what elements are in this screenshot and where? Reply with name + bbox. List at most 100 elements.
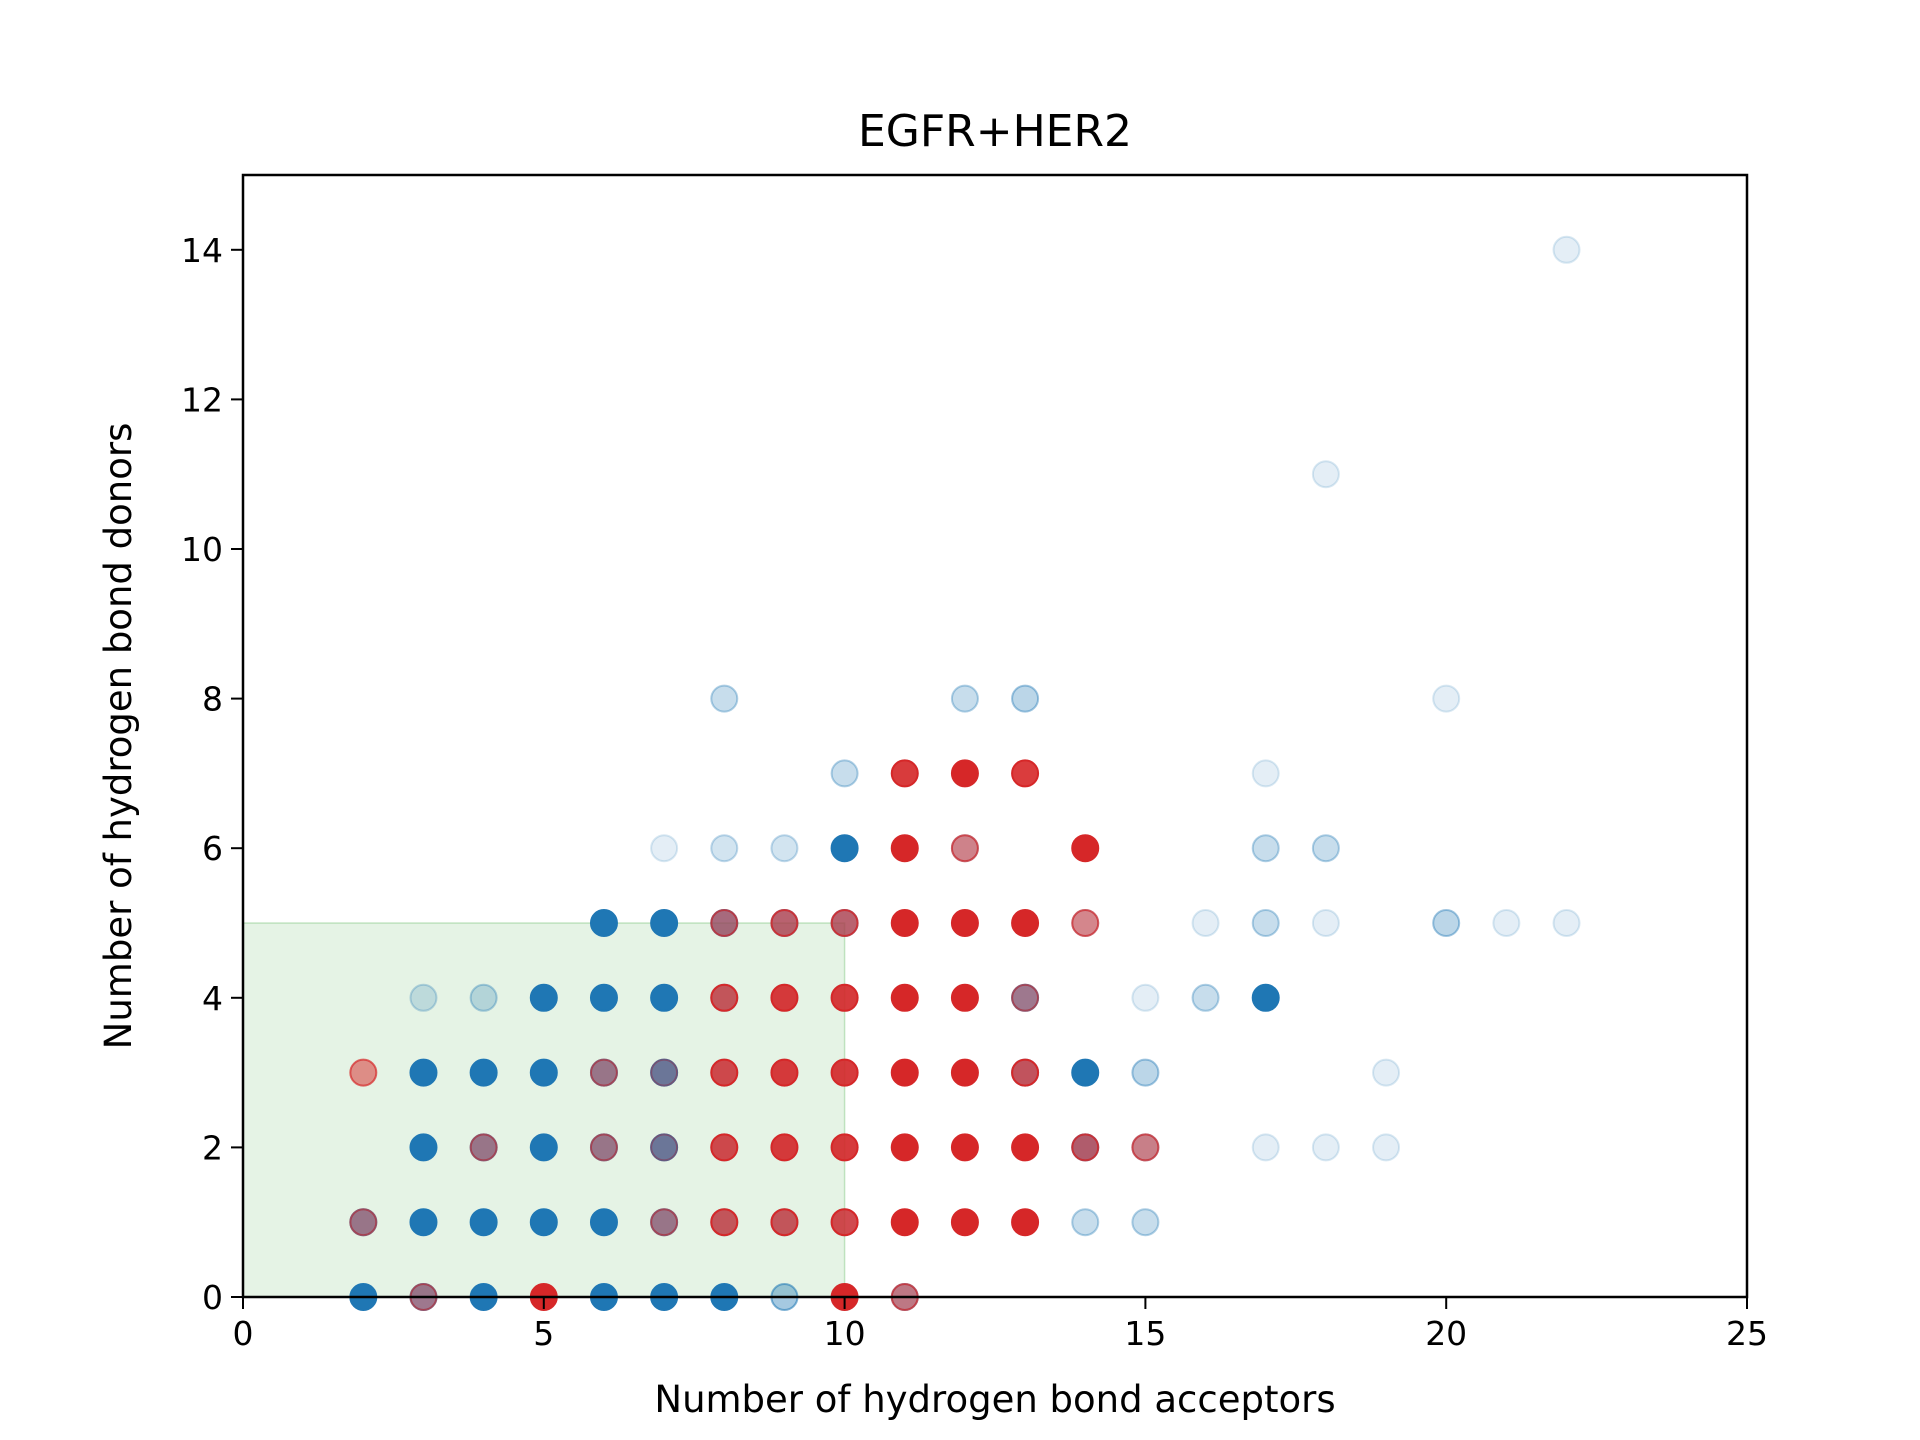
data-point bbox=[650, 1133, 679, 1162]
data-point bbox=[589, 1058, 618, 1087]
data-point bbox=[409, 983, 438, 1012]
data-point bbox=[950, 1208, 979, 1237]
data-point bbox=[1191, 909, 1220, 937]
y-tick-label: 4 bbox=[202, 979, 223, 1018]
data-point bbox=[890, 1058, 919, 1087]
data-point bbox=[1011, 1058, 1040, 1087]
data-point bbox=[830, 1133, 859, 1162]
plot-frame bbox=[241, 173, 1749, 1299]
data-point bbox=[1251, 834, 1280, 863]
data-point bbox=[1011, 909, 1040, 937]
data-point bbox=[1071, 834, 1100, 863]
data-point bbox=[710, 1208, 739, 1237]
data-point bbox=[830, 759, 859, 788]
y-tick-label: 2 bbox=[202, 1128, 223, 1167]
data-point bbox=[589, 1133, 618, 1162]
data-point bbox=[589, 1208, 618, 1237]
data-point bbox=[1432, 684, 1461, 713]
data-point bbox=[950, 759, 979, 788]
data-point bbox=[1251, 1133, 1280, 1162]
data-point bbox=[1191, 983, 1220, 1012]
data-point bbox=[710, 983, 739, 1012]
data-point bbox=[589, 983, 618, 1012]
x-tick-label: 25 bbox=[1726, 1314, 1768, 1353]
data-point bbox=[950, 684, 979, 713]
lipinski-region bbox=[242, 922, 846, 1298]
y-axis-label: Number of hydrogen bond donors bbox=[97, 423, 140, 1050]
data-point bbox=[469, 1208, 498, 1237]
data-point bbox=[650, 1208, 679, 1237]
data-point bbox=[349, 1208, 378, 1237]
y-tick-label: 14 bbox=[181, 231, 223, 270]
data-point bbox=[1131, 983, 1160, 1012]
data-point bbox=[770, 983, 799, 1012]
data-point bbox=[1311, 460, 1340, 489]
data-point bbox=[1011, 759, 1040, 788]
data-point bbox=[710, 1058, 739, 1087]
data-point bbox=[529, 1208, 558, 1237]
data-point bbox=[710, 834, 739, 863]
y-axis: 0 2 4 6 8 10 12 14 bbox=[181, 231, 243, 1317]
data-point bbox=[529, 1058, 558, 1087]
x-tick-label: 20 bbox=[1425, 1314, 1467, 1353]
data-point bbox=[1071, 909, 1100, 937]
data-point bbox=[890, 983, 919, 1012]
data-point bbox=[650, 834, 679, 863]
data-point bbox=[589, 909, 618, 937]
data-point bbox=[1071, 1133, 1100, 1162]
data-point bbox=[650, 909, 679, 937]
data-point bbox=[1071, 1208, 1100, 1237]
x-axis-label: Number of hydrogen bond acceptors bbox=[654, 1378, 1335, 1421]
data-point bbox=[1311, 834, 1340, 863]
data-point bbox=[830, 909, 859, 937]
chart-title: EGFR+HER2 bbox=[858, 106, 1132, 157]
data-point bbox=[409, 1133, 438, 1162]
data-point bbox=[1552, 909, 1581, 937]
data-point bbox=[770, 1058, 799, 1087]
data-point bbox=[770, 909, 799, 937]
x-axis: 0 5 10 15 20 25 bbox=[233, 1297, 1768, 1353]
data-point bbox=[1311, 909, 1340, 937]
data-point bbox=[529, 983, 558, 1012]
data-point bbox=[830, 1208, 859, 1237]
data-point bbox=[1251, 759, 1280, 788]
data-point bbox=[1011, 983, 1040, 1012]
data-point bbox=[1372, 1133, 1401, 1162]
y-tick-label: 6 bbox=[202, 829, 223, 868]
data-point bbox=[409, 1058, 438, 1087]
x-tick-label: 15 bbox=[1124, 1314, 1166, 1353]
data-point bbox=[1011, 1208, 1040, 1237]
data-point bbox=[1011, 1133, 1040, 1162]
data-point bbox=[1372, 1058, 1401, 1087]
data-point bbox=[1251, 983, 1280, 1012]
data-points bbox=[349, 235, 1581, 1311]
data-point bbox=[1492, 909, 1521, 937]
data-point bbox=[1011, 684, 1040, 713]
data-point bbox=[830, 834, 859, 863]
y-tick-label: 10 bbox=[181, 530, 223, 569]
data-point bbox=[650, 1058, 679, 1087]
data-point bbox=[409, 1208, 438, 1237]
data-point bbox=[950, 1133, 979, 1162]
data-point bbox=[830, 1058, 859, 1087]
data-point bbox=[1552, 235, 1581, 264]
data-point bbox=[650, 983, 679, 1012]
data-point bbox=[1311, 1133, 1340, 1162]
data-point bbox=[890, 759, 919, 788]
data-point bbox=[469, 983, 498, 1012]
y-tick-label: 0 bbox=[202, 1278, 223, 1317]
x-tick-label: 10 bbox=[824, 1314, 866, 1353]
data-point bbox=[770, 1208, 799, 1237]
y-tick-label: 12 bbox=[181, 380, 223, 419]
data-point bbox=[890, 1133, 919, 1162]
data-point bbox=[770, 834, 799, 863]
x-tick-label: 0 bbox=[233, 1314, 254, 1353]
data-point bbox=[950, 983, 979, 1012]
data-point bbox=[1432, 909, 1461, 937]
data-point bbox=[890, 909, 919, 937]
data-point bbox=[1251, 909, 1280, 937]
data-point bbox=[1071, 1058, 1100, 1087]
data-point bbox=[710, 684, 739, 713]
data-point bbox=[950, 909, 979, 937]
